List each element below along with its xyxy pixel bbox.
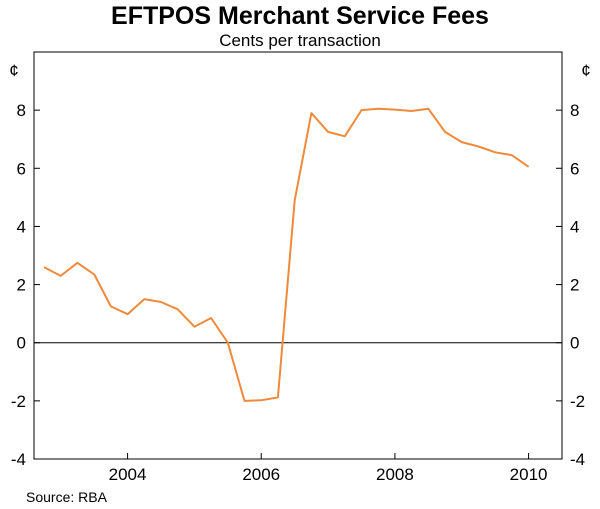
y-tick-label: 2 — [17, 276, 26, 295]
y-tick-label: 4 — [570, 217, 579, 236]
chart-subtitle: Cents per transaction — [219, 31, 381, 50]
y-tick-label: 6 — [570, 159, 579, 178]
y-tick-label: 0 — [17, 334, 26, 353]
x-tick-label: 2010 — [510, 465, 548, 484]
y-tick-label: 8 — [570, 101, 579, 120]
y-axis-left: -4 -2 0 2 4 6 8 — [11, 101, 40, 469]
x-tick-label: 2004 — [109, 465, 147, 484]
series-points — [44, 108, 529, 401]
x-tick-label: 2006 — [242, 465, 280, 484]
source-note: Source: RBA — [26, 489, 108, 505]
x-axis: 2004 2006 2008 2010 — [109, 453, 548, 484]
y-tick-label: -2 — [11, 392, 26, 411]
y-axis-right: -4 -2 0 2 4 6 8 — [556, 101, 585, 469]
y-tick-label: 2 — [570, 276, 579, 295]
y-tick-label: 6 — [17, 159, 26, 178]
y-tick-label: 8 — [17, 101, 26, 120]
y-tick-label: -4 — [570, 450, 585, 469]
y-unit-label-left: ¢ — [9, 61, 18, 80]
x-tick-label: 2008 — [376, 465, 414, 484]
chart-title: EFTPOS Merchant Service Fees — [111, 2, 489, 30]
y-unit-label-right: ¢ — [581, 61, 590, 80]
y-tick-label: 4 — [17, 217, 26, 236]
y-tick-label: 0 — [570, 334, 579, 353]
plot-frame — [33, 51, 563, 460]
series-line — [43, 107, 530, 402]
y-tick-label: -4 — [11, 450, 26, 469]
y-tick-label: -2 — [570, 392, 585, 411]
